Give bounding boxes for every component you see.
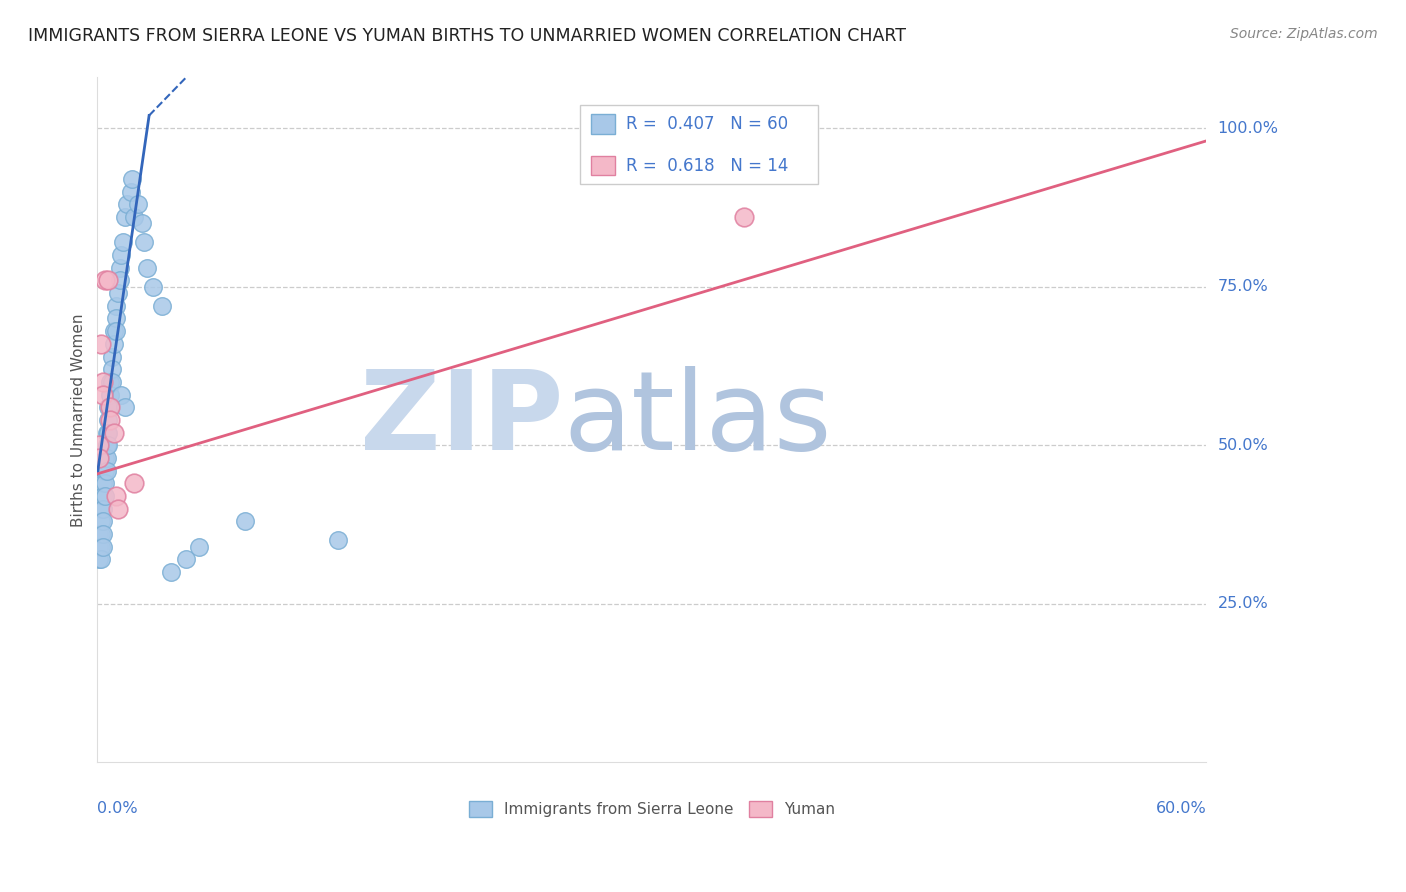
Point xyxy=(108,273,131,287)
Point xyxy=(107,501,129,516)
Point xyxy=(112,235,135,250)
Point xyxy=(733,210,755,224)
Text: atlas: atlas xyxy=(564,367,832,474)
Bar xyxy=(591,114,616,134)
Point xyxy=(90,336,112,351)
Point xyxy=(91,489,114,503)
Point xyxy=(114,210,136,224)
Point xyxy=(90,501,112,516)
Point xyxy=(104,299,127,313)
Point xyxy=(89,527,111,541)
Legend: Immigrants from Sierra Leone, Yuman: Immigrants from Sierra Leone, Yuman xyxy=(463,795,841,823)
Point xyxy=(101,375,124,389)
Point xyxy=(104,311,127,326)
Point xyxy=(90,552,112,566)
Text: 0.0%: 0.0% xyxy=(97,801,138,816)
Point xyxy=(93,489,115,503)
Point xyxy=(110,248,132,262)
FancyBboxPatch shape xyxy=(579,105,818,184)
Point xyxy=(103,324,125,338)
Text: R =  0.407   N = 60: R = 0.407 N = 60 xyxy=(626,115,789,133)
Text: 75.0%: 75.0% xyxy=(1218,279,1268,294)
Point xyxy=(131,216,153,230)
Point xyxy=(89,438,111,452)
Point xyxy=(93,464,115,478)
Text: ZIP: ZIP xyxy=(360,367,564,474)
Point xyxy=(90,515,112,529)
Point xyxy=(136,260,159,275)
Point xyxy=(101,350,124,364)
Point xyxy=(97,413,120,427)
Point xyxy=(108,260,131,275)
Point xyxy=(89,450,111,465)
Y-axis label: Births to Unmarried Women: Births to Unmarried Women xyxy=(72,313,86,526)
Point xyxy=(142,279,165,293)
Point xyxy=(91,540,114,554)
Point xyxy=(98,401,121,415)
Point xyxy=(124,210,146,224)
Point xyxy=(103,425,125,440)
Text: 50.0%: 50.0% xyxy=(1218,438,1268,453)
Point xyxy=(93,273,115,287)
Point xyxy=(90,527,112,541)
Point xyxy=(96,450,118,465)
Point xyxy=(160,565,183,579)
Point xyxy=(97,438,120,452)
Point xyxy=(98,401,121,415)
Text: Source: ZipAtlas.com: Source: ZipAtlas.com xyxy=(1230,27,1378,41)
Point xyxy=(96,438,118,452)
Point xyxy=(127,197,149,211)
Point xyxy=(89,552,111,566)
Point xyxy=(110,387,132,401)
Point xyxy=(101,362,124,376)
Bar xyxy=(591,156,616,176)
Point xyxy=(91,375,114,389)
Point xyxy=(97,401,120,415)
Point xyxy=(97,273,120,287)
Point xyxy=(188,540,211,554)
Point xyxy=(91,387,114,401)
Point xyxy=(326,533,349,548)
Point xyxy=(104,324,127,338)
Point xyxy=(98,375,121,389)
Point xyxy=(150,299,173,313)
Point xyxy=(91,515,114,529)
Point xyxy=(107,286,129,301)
Point xyxy=(120,185,142,199)
Text: 100.0%: 100.0% xyxy=(1218,120,1278,136)
Point xyxy=(104,489,127,503)
Point xyxy=(93,450,115,465)
Text: R =  0.618   N = 14: R = 0.618 N = 14 xyxy=(626,157,789,175)
Point xyxy=(91,527,114,541)
Text: IMMIGRANTS FROM SIERRA LEONE VS YUMAN BIRTHS TO UNMARRIED WOMEN CORRELATION CHAR: IMMIGRANTS FROM SIERRA LEONE VS YUMAN BI… xyxy=(28,27,905,45)
Point xyxy=(93,476,115,491)
Point xyxy=(114,401,136,415)
Point xyxy=(103,336,125,351)
Point xyxy=(132,235,155,250)
Point xyxy=(98,387,121,401)
Point xyxy=(97,425,120,440)
Point xyxy=(91,476,114,491)
Point xyxy=(124,476,146,491)
Point xyxy=(233,515,256,529)
Text: 60.0%: 60.0% xyxy=(1156,801,1206,816)
Point xyxy=(96,425,118,440)
Point xyxy=(89,540,111,554)
Point xyxy=(98,413,121,427)
Point xyxy=(174,552,197,566)
Point xyxy=(115,197,138,211)
Text: 25.0%: 25.0% xyxy=(1218,597,1268,611)
Point xyxy=(90,540,112,554)
Point xyxy=(96,464,118,478)
Point xyxy=(121,172,143,186)
Point xyxy=(91,501,114,516)
